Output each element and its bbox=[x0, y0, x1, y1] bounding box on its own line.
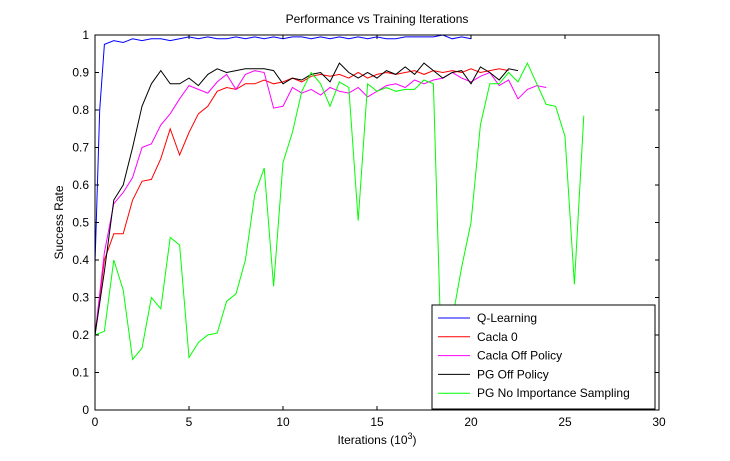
x-tick-label: 30 bbox=[652, 415, 666, 429]
y-tick-label: 0.9 bbox=[72, 66, 89, 80]
legend-label-3: Cacla Off Policy bbox=[477, 349, 562, 363]
y-tick-label: 0 bbox=[82, 403, 89, 417]
x-axis-ticks: 0 5 10 15 20 25 30 bbox=[92, 35, 666, 429]
series-line-2 bbox=[94, 68, 509, 336]
x-tick-label: 20 bbox=[464, 415, 478, 429]
legend-label-2: Cacla 0 bbox=[477, 330, 518, 344]
series-group bbox=[94, 34, 585, 407]
x-tick-label: 15 bbox=[370, 415, 384, 429]
y-tick-label: 1 bbox=[82, 28, 89, 42]
y-tick-label: 0.7 bbox=[72, 141, 89, 155]
y-tick-label: 0.4 bbox=[72, 253, 89, 267]
x-axis-label-end: ) bbox=[413, 433, 417, 447]
y-tick-label: 0.5 bbox=[72, 216, 89, 230]
legend-box bbox=[431, 304, 656, 410]
x-axis-label: Iterations (103) bbox=[337, 431, 416, 447]
legend: Q-Learning Cacla 0 Cacla Off Policy PG Off … bbox=[431, 304, 656, 410]
legend-label-5: PG No Importance Sampling bbox=[477, 386, 630, 400]
series-line-5 bbox=[94, 61, 585, 407]
y-tick-label: 0.2 bbox=[72, 328, 89, 342]
x-tick-label: 10 bbox=[276, 415, 290, 429]
y-tick-label: 0.8 bbox=[72, 103, 89, 117]
x-axis-label-main: Iterations (10 bbox=[337, 433, 407, 447]
y-tick-label: 0.6 bbox=[72, 178, 89, 192]
y-tick-label: 0.3 bbox=[72, 291, 89, 305]
chart-title: Performance vs Training Iterations bbox=[286, 12, 469, 26]
series-line-1 bbox=[94, 34, 472, 264]
x-tick-label: 25 bbox=[558, 415, 572, 429]
x-axis-label-exponent: 3 bbox=[408, 431, 413, 441]
x-tick-label: 0 bbox=[92, 415, 99, 429]
legend-label-1: Q-Learning bbox=[477, 311, 537, 325]
series-line-3 bbox=[94, 70, 547, 336]
y-axis-label: Success Rate bbox=[52, 185, 66, 259]
y-tick-label: 0.1 bbox=[72, 366, 89, 380]
legend-label-4: PG Off Policy bbox=[477, 367, 549, 381]
y-axis-ticks: 0 0.1 0.2 0.3 0.4 0.5 0.6 0.7 0.8 0.9 1 bbox=[72, 28, 659, 417]
x-tick-label: 5 bbox=[186, 415, 193, 429]
series-line-4 bbox=[94, 62, 519, 336]
